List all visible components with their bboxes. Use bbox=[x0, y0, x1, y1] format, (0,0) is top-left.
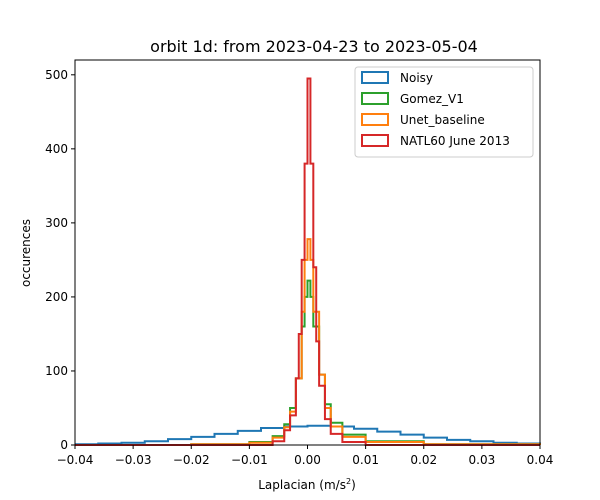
y-axis-ticks: 0 100 200 300 400 500 bbox=[45, 68, 75, 452]
x-tick-label: −0.02 bbox=[173, 453, 210, 467]
series-layer bbox=[75, 77, 541, 446]
x-axis-label: Laplacian (m/s2) bbox=[258, 477, 356, 492]
legend-box bbox=[354, 66, 534, 158]
legend-items: Noisy Gomez_V1 Unet_baseline NATL60 June 20… bbox=[361, 71, 510, 148]
legend-label-3: NATL60 June 2013 bbox=[400, 134, 510, 148]
series-line-1 bbox=[75, 279, 541, 446]
series-line-3 bbox=[75, 77, 540, 446]
legend: Noisy Gomez_V1 Unet_baseline NATL60 June 20… bbox=[354, 66, 534, 158]
chart-title: orbit 1d: from 2023-04-23 to 2023-05-04 bbox=[150, 37, 478, 56]
x-axis-ticks: −0.04 −0.03 −0.02 −0.01 0.00 0.01 0.02 0.03 0.04 bbox=[57, 445, 554, 467]
series-line-0 bbox=[75, 424, 541, 446]
y-tick-label: 200 bbox=[45, 290, 68, 304]
legend-label-0: Noisy bbox=[400, 71, 433, 85]
x-tick-label: −0.04 bbox=[57, 453, 94, 467]
legend-label-1: Gomez_V1 bbox=[400, 92, 464, 106]
series-line-2 bbox=[75, 238, 541, 446]
x-tick-label: −0.03 bbox=[115, 453, 152, 467]
legend-swatch-2 bbox=[361, 113, 389, 126]
y-tick-label: 500 bbox=[45, 68, 68, 82]
x-tick-label: −0.01 bbox=[231, 453, 268, 467]
legend-swatch-0 bbox=[361, 71, 389, 84]
legend-swatch-1 bbox=[361, 92, 389, 105]
legend-label-2: Unet_baseline bbox=[400, 113, 485, 127]
y-tick-label: 300 bbox=[45, 216, 68, 230]
y-axis-label: occurences bbox=[19, 219, 33, 287]
x-tick-label: 0.00 bbox=[294, 453, 321, 467]
x-tick-label: 0.03 bbox=[469, 453, 496, 467]
x-tick-label: 0.02 bbox=[410, 453, 437, 467]
y-tick-label: 100 bbox=[45, 364, 68, 378]
legend-swatch-3 bbox=[361, 134, 389, 147]
x-axis-label-suffix: ) bbox=[351, 478, 356, 492]
x-axis-label-superscript: 2 bbox=[346, 477, 351, 486]
x-tick-label: 0.04 bbox=[527, 453, 554, 467]
x-axis-label-main: Laplacian (m/s bbox=[258, 478, 346, 492]
x-tick-label: 0.01 bbox=[352, 453, 379, 467]
y-tick-label: 400 bbox=[45, 142, 68, 156]
y-tick-label: 0 bbox=[60, 438, 68, 452]
